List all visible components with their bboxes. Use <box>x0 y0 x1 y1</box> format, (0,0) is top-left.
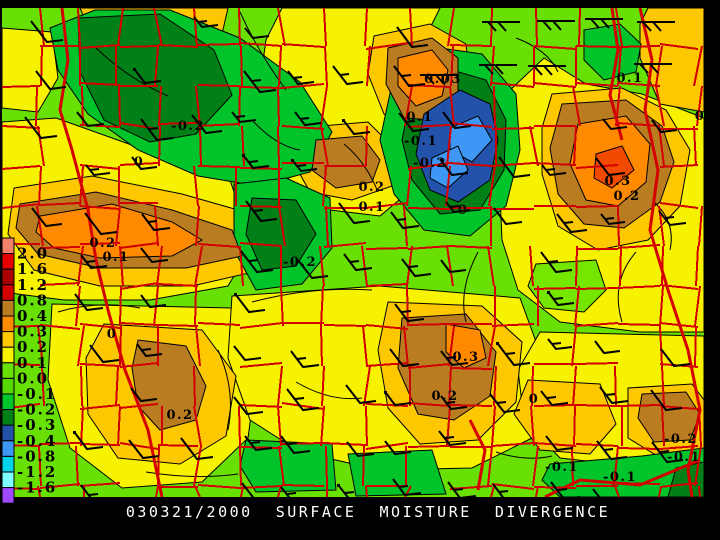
legend-value-label: -1.2 <box>17 463 57 481</box>
contour-label: 0 <box>695 109 706 124</box>
map-area: -0.200.20.1 -0.20.20.10.030.1-0.1-0.2000.… <box>2 8 706 497</box>
contour-label: -0.1 <box>603 470 637 485</box>
contour-label: -0.1 <box>667 450 701 465</box>
legend-color-swatch <box>1 455 15 473</box>
contour-label: -0.2 <box>413 156 447 171</box>
legend-value-label: -0.4 <box>17 432 57 450</box>
legend-value-label: 1.2 <box>17 276 49 294</box>
contour-label: 0 <box>529 392 540 407</box>
legend-color-swatch <box>1 315 15 333</box>
contour-line-layer <box>57 11 672 478</box>
caption-text: 030321/2000 SURFACE MOISTURE DIVERGENCE <box>126 503 610 521</box>
legend-value-label: -1.6 <box>17 479 57 497</box>
legend-color-swatch <box>1 299 15 317</box>
contour-label: 0.3 <box>604 174 631 189</box>
contour-label: -0.1 <box>545 460 579 475</box>
contour-label: 0.03 <box>424 72 462 87</box>
legend-value-label: 0.1 <box>17 354 49 372</box>
legend-color-swatch <box>1 487 15 504</box>
color-scale-legend: 2.01.61.20.80.40.30.20.10.0-0.1-0.2-0.3-… <box>1 237 57 504</box>
legend-value-label: 0.2 <box>17 338 49 356</box>
contour-label: -0.2 <box>171 119 205 134</box>
contour-label: 0.3 <box>452 350 479 365</box>
legend-value-label: -0.2 <box>17 401 57 419</box>
contour-label: 0.2 <box>166 408 193 423</box>
contour-label: 0 <box>134 155 145 170</box>
contour-label: 0.1 <box>616 71 643 86</box>
legend-color-swatch <box>1 393 15 411</box>
contour-label: 0.1 <box>406 110 433 125</box>
contour-label: 0 <box>458 203 469 218</box>
legend-value-label: 2.0 <box>17 245 49 263</box>
contour-label: 0.2 <box>358 180 385 195</box>
legend-color-swatch <box>1 331 15 348</box>
contour-label: -0.2 <box>283 255 317 270</box>
legend-color-swatch <box>1 268 15 286</box>
legend-value-label: 0.4 <box>17 307 49 325</box>
legend-color-swatch <box>1 362 15 379</box>
legend-color-swatch <box>1 440 15 457</box>
legend-color-swatch <box>1 237 15 255</box>
contour-labels-layer: -0.200.20.1 -0.20.20.10.030.1-0.1-0.2000.… <box>89 71 706 485</box>
contour-label: 0.2 <box>89 236 116 251</box>
legend-value-label: 0.0 <box>17 369 49 387</box>
legend-value-label: -0.3 <box>17 416 57 434</box>
legend-value-label: 1.6 <box>17 260 49 278</box>
contour-label: 0.1 <box>358 200 385 215</box>
contour-label: -0.1 <box>404 134 438 149</box>
contour-label: 0.1 <box>102 250 129 265</box>
legend-color-swatch <box>1 253 15 270</box>
legend-color-swatch <box>1 346 15 364</box>
wind-barbs-layer <box>24 16 691 497</box>
legend-value-label: 0.8 <box>17 291 49 309</box>
legend-color-swatch <box>1 424 15 442</box>
legend-color-swatch <box>1 284 15 301</box>
county-boundaries-layer <box>2 8 703 497</box>
contour-label: 0.2 <box>613 189 640 204</box>
legend-color-swatch <box>1 377 15 395</box>
contour-label: 0.2 <box>431 389 458 404</box>
legend-color-swatch <box>1 409 15 426</box>
legend-value-label: -0.1 <box>17 385 57 403</box>
contour-label: -0.2 <box>664 432 698 447</box>
contour-label: 0 <box>107 327 118 342</box>
legend-value-label: -0.8 <box>17 447 57 465</box>
legend-value-label: 0.3 <box>17 323 49 341</box>
legend-color-swatch <box>1 471 15 489</box>
